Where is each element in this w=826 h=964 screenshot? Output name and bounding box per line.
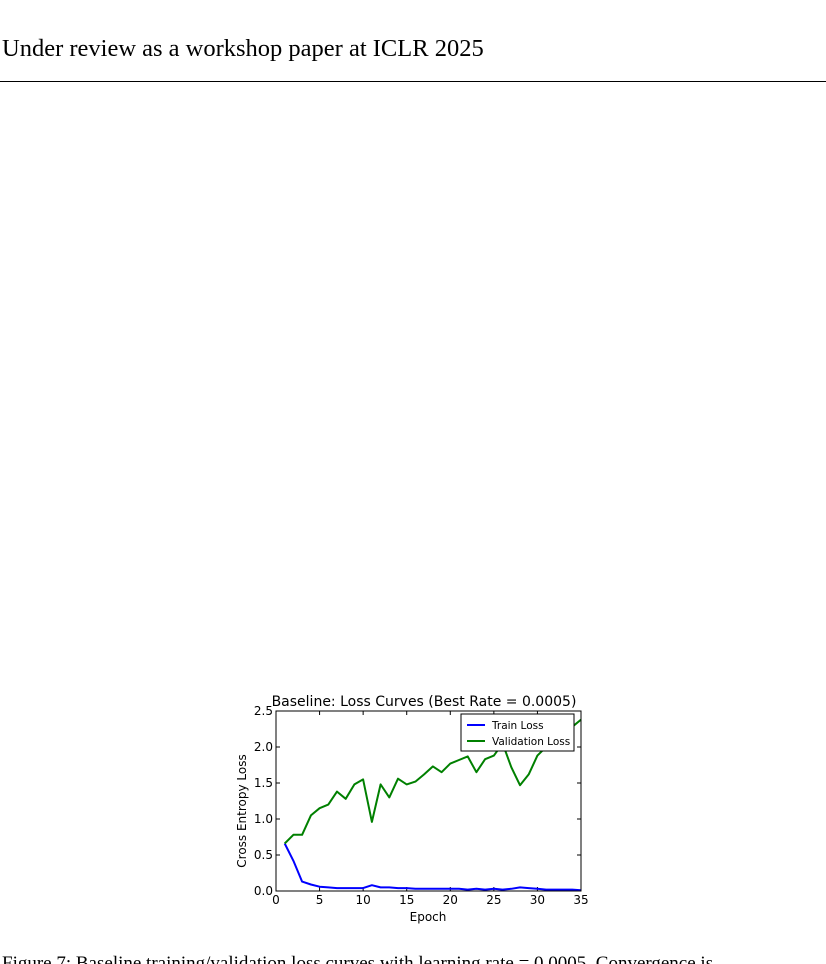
x-axis-label: Epoch (410, 910, 447, 924)
y-tick-label: 0.5 (254, 848, 273, 862)
loss-curves-chart: Baseline: Loss Curves (Best Rate = 0.000… (235, 694, 589, 924)
x-tick-label: 25 (486, 893, 501, 907)
series-line-train-loss (283, 843, 582, 892)
y-tick-label: 1.0 (254, 812, 273, 826)
figure-caption: Figure 7: Baseline training/validation l… (0, 952, 826, 964)
loss-curves-figure: Baseline: Loss Curves (Best Rate = 0.000… (226, 684, 596, 926)
legend-label: Train Loss (491, 720, 544, 732)
y-tick-label: 1.5 (254, 776, 273, 790)
header-text: Under review as a workshop paper at ICLR… (2, 35, 484, 62)
legend-label: Validation Loss (492, 736, 570, 748)
x-tick-label: 30 (530, 893, 545, 907)
y-tick-label: 2.5 (254, 704, 273, 718)
y-tick-label: 2.0 (254, 740, 273, 754)
series-line-validation-loss (283, 718, 582, 845)
x-tick-label: 10 (356, 893, 371, 907)
chart-title: Baseline: Loss Curves (Best Rate = 0.000… (272, 694, 577, 710)
x-tick-label: 0 (272, 893, 280, 907)
x-tick-label: 35 (573, 893, 588, 907)
legend-box (460, 713, 575, 752)
page-header: Under review as a workshop paper at ICLR… (0, 20, 826, 82)
x-tick-label: 15 (399, 893, 414, 907)
chart-legend: Train Loss Validation Loss (460, 713, 575, 752)
x-tick-label: 5 (316, 893, 324, 907)
plot-area-frame (275, 710, 582, 892)
x-tick-label: 20 (443, 893, 458, 907)
caption-text: Figure 7: Baseline training/validation l… (2, 953, 714, 964)
y-tick-label: 0.0 (254, 884, 273, 898)
y-axis-label: Cross Entropy Loss (235, 754, 249, 867)
